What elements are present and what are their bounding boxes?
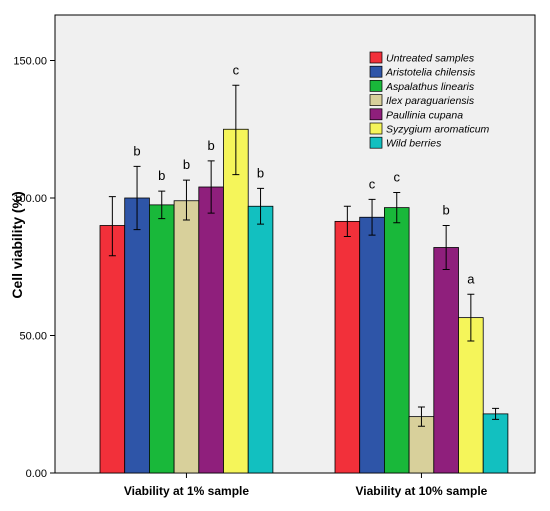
bar — [383, 207, 410, 474]
significance-label: b — [257, 165, 264, 180]
legend-label: Aspalathus linearis — [385, 81, 475, 93]
significance-label: c — [369, 176, 376, 191]
bar-series: b b b b c b c c b a — [99, 62, 509, 474]
significance-label: b — [133, 143, 140, 158]
significance-label: b — [208, 138, 215, 153]
legend-label: Aristotelia chilensis — [385, 67, 476, 79]
bar — [458, 317, 484, 474]
x-axis-categories: Viability at 1% sample Viability at 10% s… — [124, 473, 488, 498]
legend-swatch — [369, 65, 383, 78]
legend-label: Ilex paraguariensis — [386, 95, 475, 107]
legend-label: Untreated samples — [386, 53, 475, 65]
significance-label: b — [183, 157, 190, 172]
legend-swatch — [369, 80, 383, 92]
y-tick-label: 50.00 — [19, 331, 47, 343]
significance-label: c — [394, 170, 401, 185]
legend-swatch — [369, 108, 383, 121]
y-axis-ticks: 0.00 50.00 100.00 150.00 — [13, 56, 55, 480]
legend-swatch — [369, 94, 383, 106]
legend-label: Wild berries — [386, 138, 442, 150]
bar — [148, 204, 175, 474]
significance-label: b — [443, 203, 450, 218]
legend: Untreated samples Aristotelia chilensis As… — [363, 46, 490, 150]
y-tick-label: 150.00 — [13, 56, 47, 68]
bar — [334, 220, 361, 474]
legend-label: Paullinia cupana — [386, 109, 463, 121]
bar — [124, 197, 150, 474]
bar — [99, 225, 126, 474]
legend-swatch — [369, 136, 383, 149]
bar — [247, 205, 274, 474]
y-axis-label: Cell viability (%) — [9, 191, 25, 298]
legend-swatch — [369, 122, 383, 135]
bar — [173, 200, 200, 474]
y-tick-label: 100.00 — [13, 193, 47, 205]
significance-label: c — [233, 62, 240, 77]
x-category-label: Viability at 10% sample — [356, 484, 488, 498]
legend-label: Syzygium aromaticum — [386, 124, 490, 136]
significance-label: a — [467, 271, 475, 286]
bar — [223, 128, 249, 474]
y-tick-label: 0.00 — [26, 468, 47, 480]
x-category-label: Viability at 1% sample — [124, 484, 249, 498]
bar — [433, 247, 459, 474]
bar — [482, 413, 509, 474]
legend-swatch — [369, 51, 383, 64]
bar — [359, 216, 385, 474]
significance-label: b — [158, 168, 165, 183]
bar — [198, 186, 224, 474]
